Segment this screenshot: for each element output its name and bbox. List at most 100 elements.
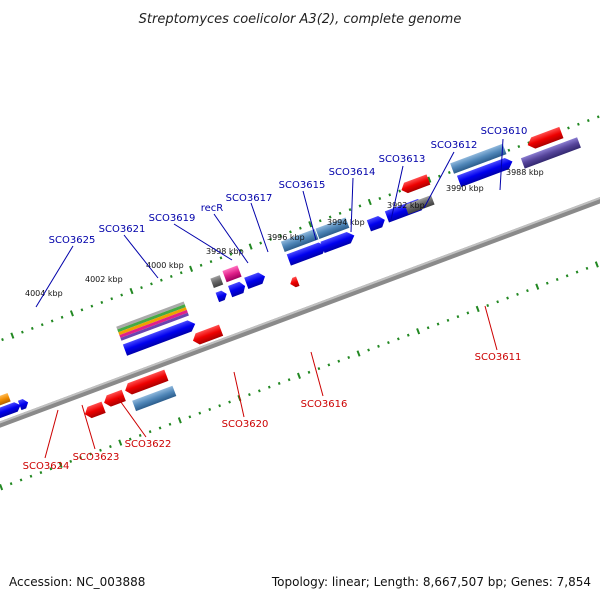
ruler-major-tick: [367, 198, 372, 206]
gene-label-sco3624[interactable]: SCO3624: [23, 461, 70, 472]
ruler-minor-tick: [526, 289, 529, 293]
cds-sco3615[interactable]: [280, 229, 319, 252]
gene-label-sco3620[interactable]: SCO3620: [222, 419, 269, 430]
ruler-minor-tick: [9, 482, 13, 486]
gene-forward-left-2[interactable]: [17, 398, 30, 411]
ruler-minor-tick: [138, 433, 142, 437]
gene-label-sco3610[interactable]: SCO3610: [481, 126, 528, 137]
kbp-label: 3988 kbp: [506, 168, 544, 177]
ruler-minor-tick: [398, 189, 402, 193]
ruler-minor-tick: [388, 193, 392, 197]
gene-sco3616[interactable]: [289, 276, 300, 289]
genome-backbone-highlight: [0, 180, 600, 435]
ruler-minor-tick: [585, 266, 589, 270]
forward-features: [0, 126, 564, 421]
ruler-minor-tick: [596, 115, 600, 119]
ruler-minor-tick: [516, 292, 519, 296]
ruler-major-tick: [416, 328, 421, 335]
ruler-minor-tick: [387, 341, 390, 345]
feature-stack-orange[interactable]: [118, 307, 187, 336]
ruler-major-tick: [356, 350, 361, 357]
gene-forward-left-1[interactable]: [0, 400, 22, 421]
gene-purple-right[interactable]: [520, 137, 581, 169]
gene-label-sco3612[interactable]: SCO3612: [431, 140, 478, 151]
ruler-minor-tick: [158, 426, 162, 430]
ruler-major-tick: [10, 332, 15, 339]
ruler-major-tick: [475, 305, 480, 313]
cds-sco3614[interactable]: [315, 217, 350, 239]
gene-label-sco3621[interactable]: SCO3621: [99, 224, 146, 235]
feature-stack-pink[interactable]: [119, 309, 188, 338]
gene-sco3624[interactable]: [83, 401, 106, 420]
gene-sco3614[interactable]: [320, 230, 356, 254]
ruler-major-tick: [594, 261, 599, 268]
accession-text: Accession: NC_003888: [9, 575, 145, 589]
gene-sco3611[interactable]: [404, 195, 435, 215]
ruler-major-tick: [177, 417, 182, 424]
ruler-major-tick: [427, 176, 432, 183]
ruler-minor-tick: [248, 393, 251, 397]
ruler-minor-tick: [396, 337, 400, 341]
ruler-minor-tick: [120, 293, 124, 297]
ruler-minor-tick: [1, 338, 4, 342]
gene-sco3623[interactable]: [102, 389, 126, 409]
gene-label-sco3615[interactable]: SCO3615: [279, 180, 326, 191]
gene-label-sco3619[interactable]: SCO3619: [149, 213, 196, 224]
gene-sco3617[interactable]: [244, 271, 267, 290]
ruler-minor-tick: [30, 326, 34, 330]
cds-sco3622[interactable]: [132, 385, 177, 412]
gene-sco3619[interactable]: [215, 289, 229, 303]
ruler-minor-tick: [426, 326, 430, 330]
gene-sco3615[interactable]: [286, 240, 329, 266]
ruler-minor-tick: [517, 145, 521, 149]
gene-label-sco3622[interactable]: SCO3622: [125, 439, 172, 450]
feature-stack-purple[interactable]: [120, 312, 189, 341]
ruler-minor-tick: [99, 448, 102, 452]
ruler-minor-tick: [406, 333, 410, 337]
ruler-minor-tick: [219, 256, 223, 260]
ruler-minor-tick: [347, 355, 351, 359]
gene-label-recr[interactable]: recR: [201, 203, 224, 214]
ruler-minor-tick: [486, 303, 490, 308]
gene-label-sco3616[interactable]: SCO3616: [301, 399, 348, 410]
ruler-minor-tick: [160, 278, 163, 282]
ruler-minor-tick: [436, 322, 440, 326]
gene-reverse-right-top[interactable]: [526, 126, 564, 151]
gene-labels-bottom: SCO3624 SCO3623 SCO3622 SCO3620 SCO3616 …: [23, 305, 522, 472]
gene-sco3610[interactable]: [456, 156, 515, 188]
gene-sco3622[interactable]: [123, 369, 169, 397]
ruler-major-tick: [129, 287, 134, 295]
ruler-minor-tick: [267, 385, 271, 389]
gene-sco3621[interactable]: [122, 318, 197, 356]
gene-label-sco3611[interactable]: SCO3611: [475, 352, 522, 363]
ruler-minor-tick: [496, 300, 500, 304]
gene-orange-left[interactable]: [0, 392, 11, 409]
ruler-minor-tick: [150, 282, 153, 286]
ruler-minor-tick: [100, 300, 104, 304]
kbp-label: 4000 kbp: [146, 261, 184, 270]
ruler-minor-tick: [110, 297, 114, 301]
ruler-major-tick: [248, 243, 253, 250]
gene-label-sco3623[interactable]: SCO3623: [73, 452, 120, 463]
gene-label-sco3617[interactable]: SCO3617: [226, 193, 273, 204]
cds-sco3610[interactable]: [450, 143, 507, 174]
ruler-minor-tick: [89, 452, 92, 456]
ruler-minor-tick: [358, 204, 362, 208]
trna-recr[interactable]: [222, 265, 242, 283]
ruler-major-tick: [296, 372, 301, 379]
feature-stack-grey[interactable]: [116, 301, 185, 330]
ruler-minor-tick: [328, 215, 332, 219]
gene-grey-recr[interactable]: [210, 275, 224, 289]
gene-sco3620[interactable]: [191, 324, 224, 347]
gene-red-sco3611[interactable]: [399, 174, 431, 194]
feature-stack-green[interactable]: [117, 304, 186, 333]
ruler-minor-tick: [228, 400, 231, 404]
ruler-minor-tick: [545, 281, 549, 285]
ruler-minor-tick: [40, 323, 44, 327]
gene-label-sco3625[interactable]: SCO3625: [49, 235, 96, 246]
gene-recr[interactable]: [228, 280, 247, 298]
gene-label-sco3613[interactable]: SCO3613: [379, 154, 426, 165]
gene-label-sco3614[interactable]: SCO3614: [329, 167, 376, 178]
gene-sco3613[interactable]: [366, 214, 387, 232]
